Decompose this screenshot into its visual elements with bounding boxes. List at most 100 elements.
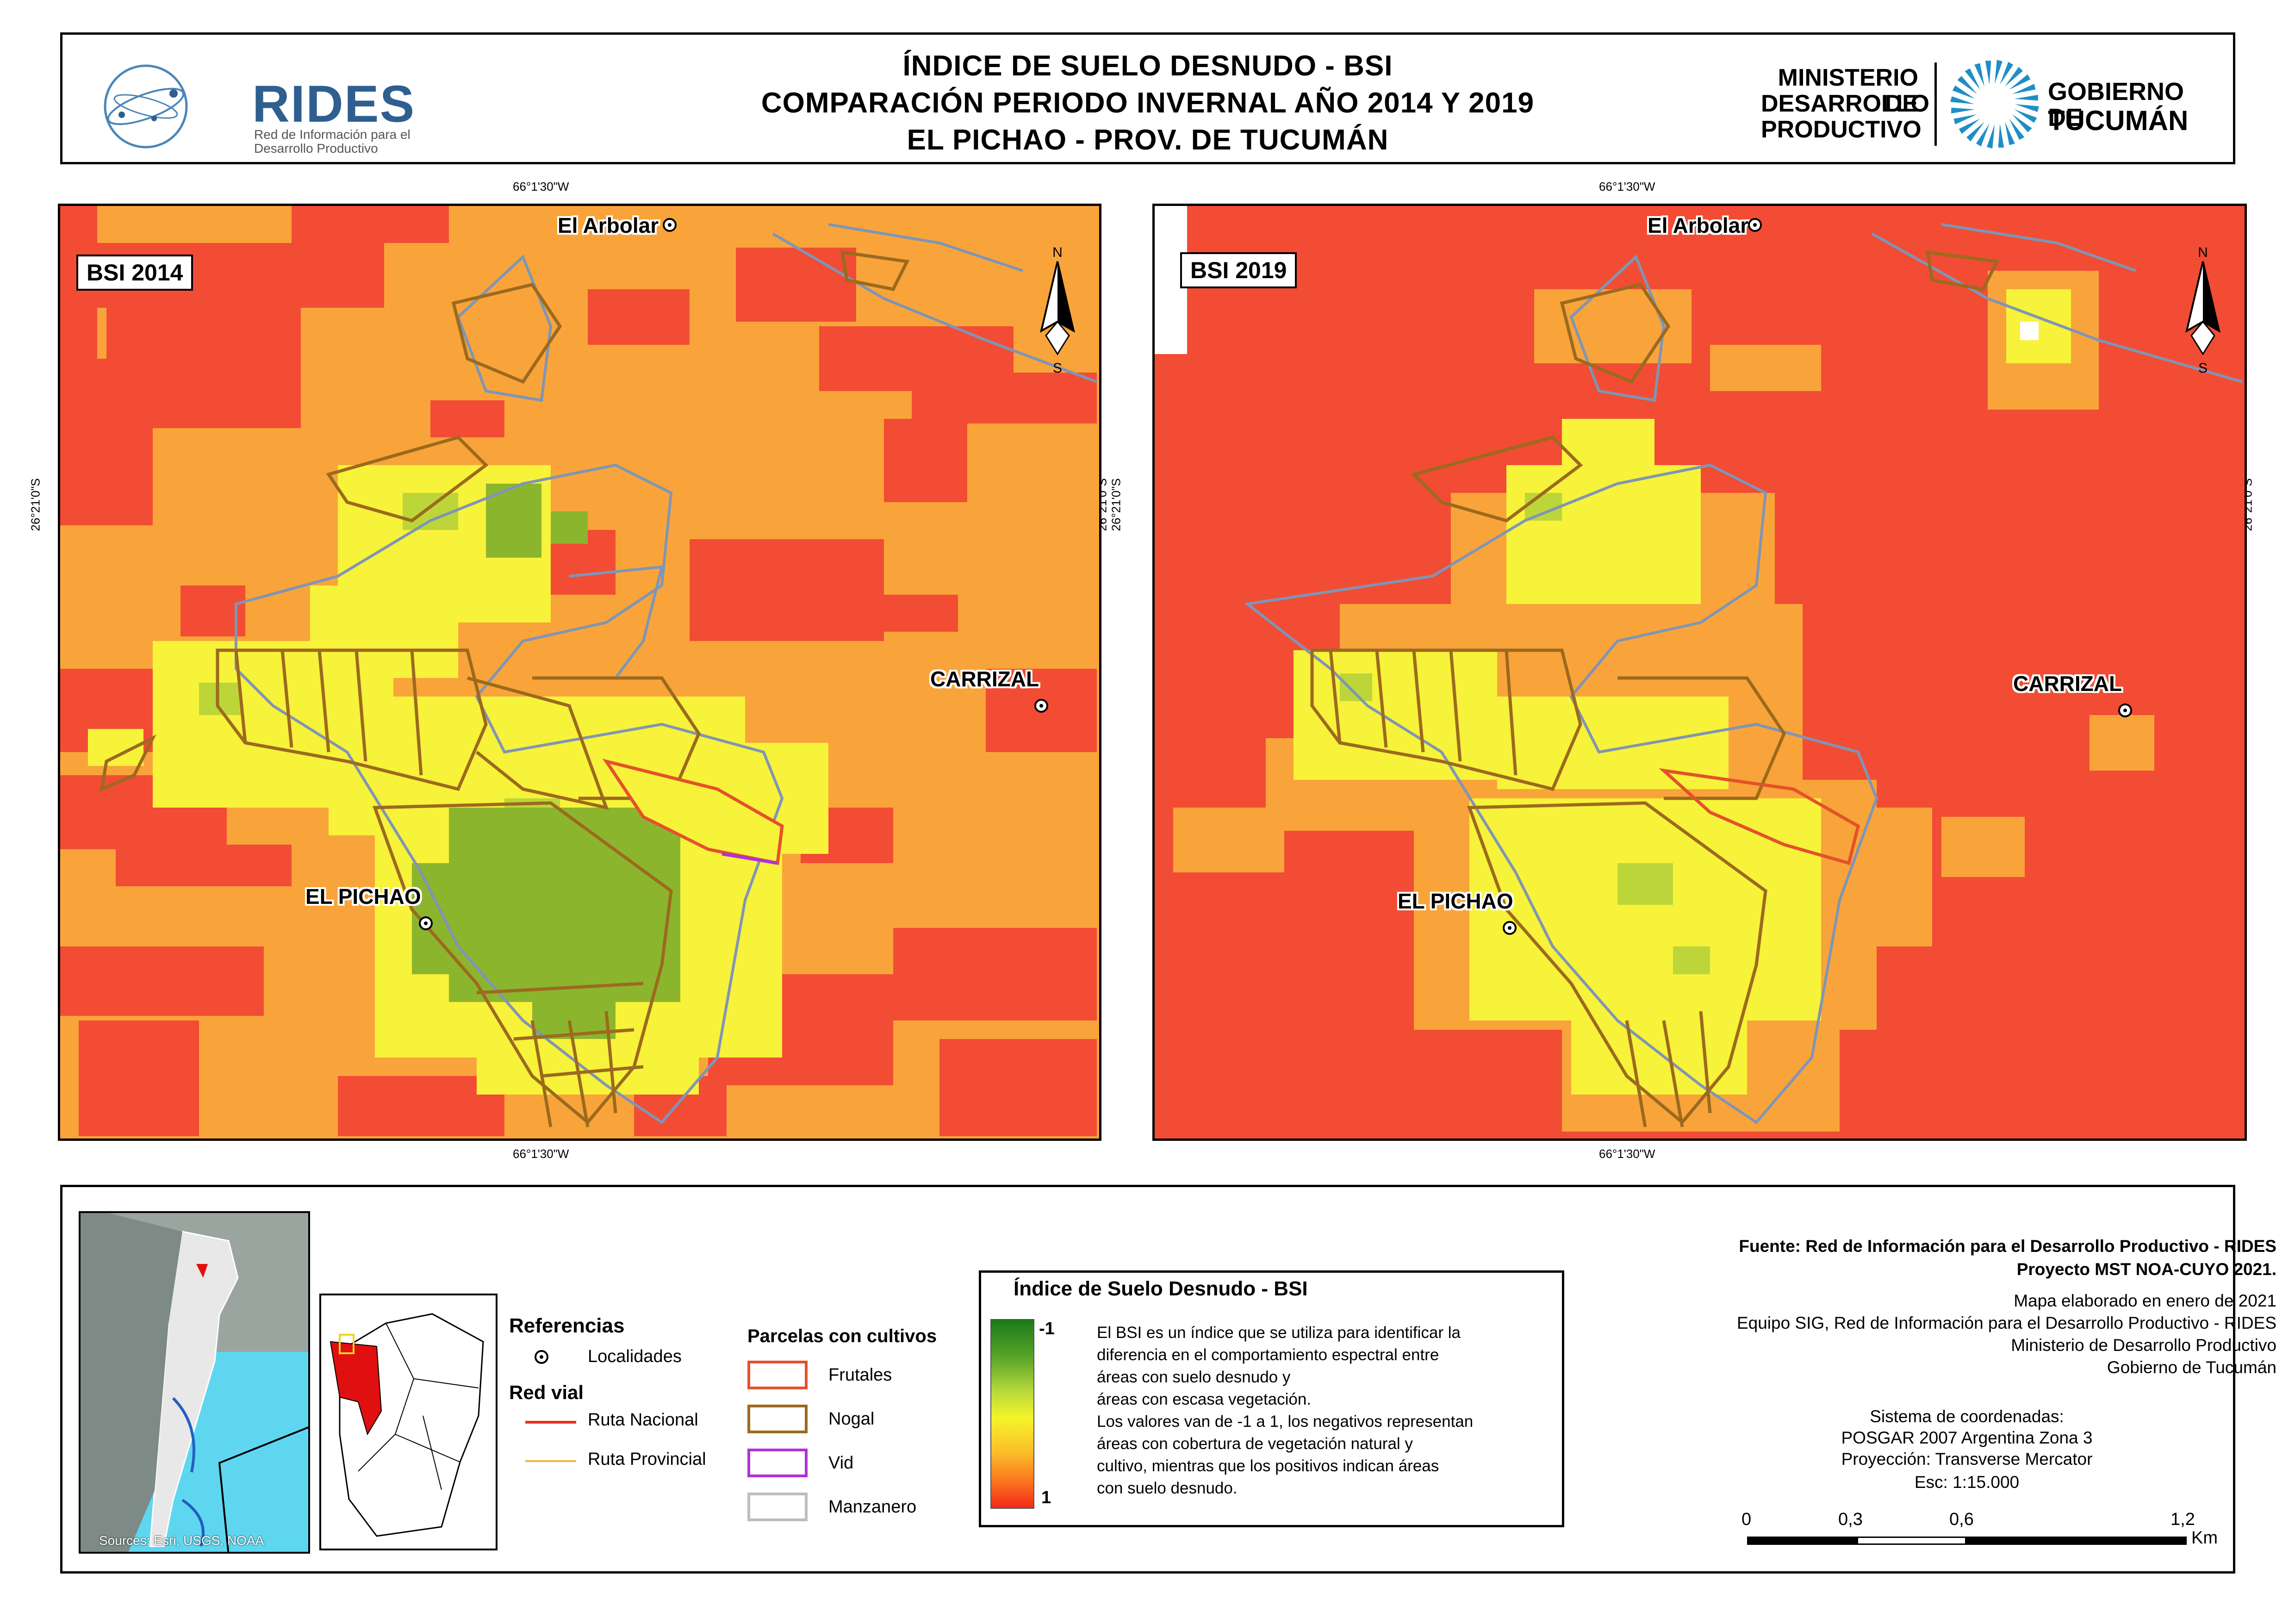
sun-ray <box>2014 94 2038 101</box>
logo-divider <box>1934 62 1937 146</box>
ministry-line-1: MINISTERIO DE <box>1778 64 1918 117</box>
bsi-desc-3: áreas con suelo desnudo y <box>1097 1368 1291 1386</box>
sun-ray <box>2000 62 2014 85</box>
inset-map-argentina: Sources: Esri, USGS, NOAA <box>79 1211 310 1554</box>
sun-ray <box>1974 63 1984 87</box>
sun-ray <box>1966 122 1984 142</box>
locality-dot <box>663 218 677 232</box>
rides-subtitle-2: Desarrollo Productivo <box>254 141 378 156</box>
map-header: RIDES Red de Información para el Desarro… <box>60 32 2235 164</box>
bsi-desc-6: áreas con cobertura de vegetación natura… <box>1097 1435 1413 1453</box>
map2-label: BSI 2019 <box>1180 252 1297 288</box>
tucuman-sun-icon <box>1950 60 2039 149</box>
place-el-arbolar: El Arbolar <box>1648 213 1749 237</box>
map-bsi-2019[interactable]: BSI 2019 El Arbolar CARRIZAL EL PICHAO N… <box>1152 204 2247 1141</box>
parcela-label-frutales: Frutales <box>828 1365 892 1385</box>
sun-ray <box>1957 76 1977 94</box>
gov-line-2: TUCUMÁN <box>2048 105 2189 136</box>
inset-sources: Sources: Esri, USGS, NOAA <box>99 1533 264 1548</box>
sun-ray <box>2005 122 2015 145</box>
legend-ruta-provincial-line <box>525 1460 576 1462</box>
sun-ray <box>1952 85 1975 99</box>
government-logo: MINISTERIO DE DESARROLLO PRODUCTIVO GOBI… <box>1761 58 2214 150</box>
argentina-shape-icon <box>81 1213 308 1552</box>
parcela-label-manzanero: Manzanero <box>828 1497 917 1517</box>
place-el-pichao: EL PICHAO <box>305 884 421 908</box>
credit-sistema: Sistema de coordenadas: <box>1870 1407 2064 1426</box>
rides-logo: RIDES Red de Información para el Desarro… <box>100 60 423 156</box>
sun-ray <box>2012 114 2032 132</box>
bsi-desc-7: cultivo, mientras que los positivos indi… <box>1097 1457 1439 1475</box>
bsi-desc-1: El BSI es un índice que se utiliza para … <box>1097 1324 1461 1342</box>
map2-coord-top: 66°1'30"W <box>1599 180 1655 193</box>
bsi-color-ramp <box>990 1319 1034 1509</box>
references-ruta-nacional: Ruta Nacional <box>588 1410 698 1430</box>
locality-dot <box>1034 699 1048 713</box>
scale-tick-0: 0 <box>1741 1510 1752 1529</box>
bsi-legend-title: Índice de Suelo Desnudo - BSI <box>1014 1277 1308 1300</box>
sun-ray <box>1953 114 1977 124</box>
map2-coord-left: 26°21'0"S <box>1109 478 1123 531</box>
parcela-label-nogal: Nogal <box>828 1409 875 1429</box>
sun-ray <box>1950 96 1974 104</box>
sun-ray <box>2015 104 2039 112</box>
references-ruta-provincial: Ruta Provincial <box>588 1450 706 1469</box>
bsi-ramp-top-label: -1 <box>1039 1319 1055 1338</box>
credit-proyeccion: Proyección: Transverse Mercator <box>1841 1450 2093 1468</box>
sun-ray <box>1995 60 2003 84</box>
north-arrow-n: N <box>2198 245 2208 260</box>
title-line-2: COMPARACIÓN PERIODO INVERNAL AÑO 2014 Y … <box>761 87 1535 119</box>
locality-dot <box>419 916 433 930</box>
title-line-1: ÍNDICE DE SUELO DESNUDO - BSI <box>902 50 1393 82</box>
title-line-3: EL PICHAO - PROV. DE TUCUMÁN <box>907 124 1389 156</box>
parcela-label-vid: Vid <box>828 1453 854 1473</box>
legend-ruta-nacional-line <box>525 1421 576 1424</box>
sun-ray <box>2012 84 2036 94</box>
credit-ministerio: Ministerio de Desarrollo Productivo <box>2011 1336 2276 1355</box>
scale-tick-1: 0,3 <box>1838 1510 1863 1529</box>
swatch-frutales <box>747 1361 808 1389</box>
north-arrow-s: S <box>2198 361 2208 376</box>
bsi-legend-panel: Índice de Suelo Desnudo - BSI -1 1 El BS… <box>979 1270 1564 1527</box>
sun-ray <box>2014 109 2037 123</box>
map-bsi-2014[interactable]: BSI 2014 El Arbolar CARRIZAL EL PICHAO N… <box>58 204 1101 1141</box>
north-arrow-s: S <box>1053 361 1062 376</box>
scale-tick-2: 0,6 <box>1949 1510 1974 1529</box>
north-arrow-n: N <box>1052 245 1063 260</box>
swatch-vid <box>747 1449 808 1477</box>
ministry-line-2: DESARROLLO <box>1761 90 1929 117</box>
rides-name: RIDES <box>252 75 416 133</box>
sun-ray <box>1985 61 1991 85</box>
inset-map-tucuman <box>319 1294 498 1550</box>
sun-ray <box>1998 124 2004 148</box>
map2-raster <box>1155 206 2245 1139</box>
credit-equipo: Equipo SIG, Red de Información para el D… <box>1736 1313 2276 1332</box>
swatch-manzanero <box>747 1493 808 1521</box>
legend-locality-symbol <box>535 1350 548 1364</box>
sun-ray <box>1951 107 1975 114</box>
tucuman-shape-icon <box>330 1313 484 1537</box>
bsi-desc-4: áreas con escasa vegetación. <box>1097 1390 1312 1408</box>
parcelas-title: Parcelas con cultivos <box>747 1326 937 1346</box>
references-title: Referencias <box>509 1314 625 1337</box>
sun-ray <box>2009 74 2031 90</box>
rides-subtitle-1: Red de Información para el <box>254 127 410 142</box>
credit-escala: Esc: 1:15.000 <box>1914 1473 2020 1492</box>
scale-bar <box>1747 1537 2187 1545</box>
place-el-arbolar: El Arbolar <box>558 213 659 237</box>
credit-fuente: Fuente: Red de Información para el Desar… <box>1739 1237 2276 1256</box>
gov-line-1: GOBIERNO DE <box>2048 78 2184 131</box>
map1-raster <box>60 206 1099 1139</box>
place-carrizal: CARRIZAL <box>930 667 1039 691</box>
place-el-pichao: EL PICHAO <box>1398 889 1513 913</box>
bsi-desc-8: con suelo desnudo. <box>1097 1479 1238 1497</box>
credit-proyecto: Proyecto MST NOA-CUYO 2021. <box>2016 1260 2276 1279</box>
map1-coord-bottom: 66°1'30"W <box>513 1147 569 1161</box>
swatch-nogal <box>747 1405 808 1433</box>
map1-coord-left: 26°21'0"S <box>28 478 43 531</box>
rides-globe-icon <box>104 64 188 149</box>
sun-ray <box>1987 124 1995 149</box>
locality-dot <box>2118 703 2132 717</box>
sun-ray <box>1959 118 1980 134</box>
north-arrow-icon: N S <box>1040 245 1075 376</box>
